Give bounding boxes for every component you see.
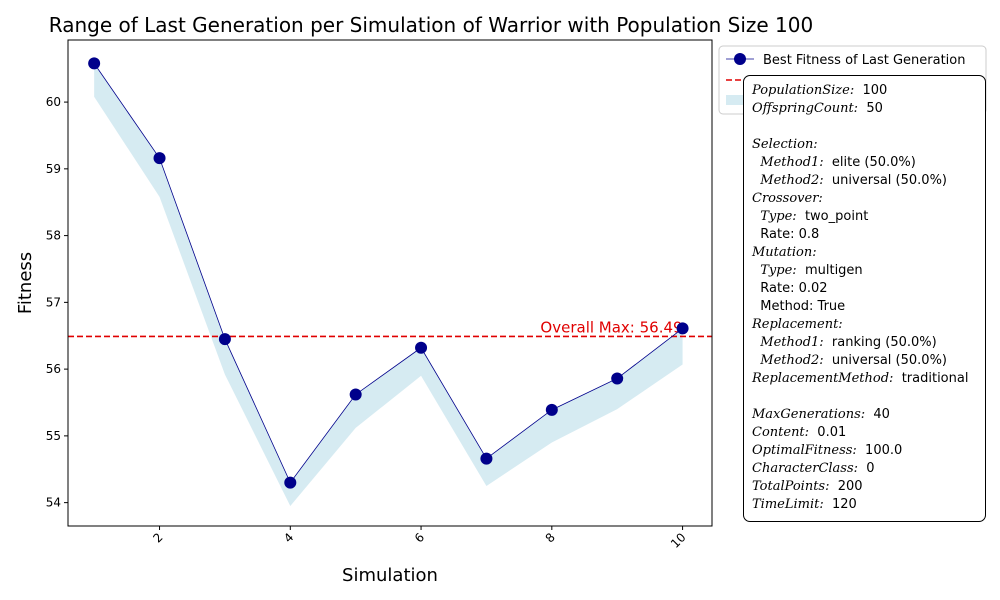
- legend-marker-swatch: [734, 53, 746, 65]
- info-line: OptimalFitness: 100.0: [752, 443, 903, 458]
- chart-title: Range of Last Generation per Simulation …: [49, 13, 813, 37]
- info-line: Content: 0.01: [752, 425, 847, 440]
- data-point: [284, 476, 297, 489]
- info-key: Type:: [760, 263, 797, 278]
- info-key: OptimalFitness:: [752, 443, 857, 458]
- y-tick-label: 60: [46, 95, 61, 109]
- plot-frame: [67, 39, 713, 527]
- info-key: Crossover:: [752, 191, 823, 206]
- data-point: [218, 333, 231, 346]
- data-point: [88, 57, 101, 70]
- data-point: [480, 452, 493, 465]
- info-line: Type: multigen: [760, 263, 863, 278]
- data-point: [545, 403, 558, 416]
- x-axis-label: Simulation: [342, 565, 438, 586]
- info-line: MaxGenerations: 40: [752, 407, 890, 422]
- info-line: ReplacementMethod: traditional: [752, 371, 969, 386]
- info-line: Method: True: [760, 299, 846, 314]
- info-line: Rate: 0.02: [760, 281, 828, 296]
- x-tick-label: 2: [150, 530, 165, 545]
- info-key: Method2:: [760, 353, 824, 368]
- y-tick-label: 54: [46, 496, 61, 510]
- info-line: Method2: universal (50.0%): [760, 353, 947, 368]
- info-key: Mutation:: [752, 245, 817, 260]
- x-tick-label: 4: [281, 530, 296, 545]
- series-line: [93, 63, 683, 484]
- info-line: Rate: 0.8: [760, 227, 820, 242]
- x-tick-label: 8: [543, 530, 558, 545]
- legend-band-swatch: [726, 95, 754, 105]
- info-line: TotalPoints: 200: [752, 479, 863, 494]
- info-line: Method2: universal (50.0%): [760, 173, 947, 188]
- data-point: [415, 341, 428, 354]
- info-blank-line: [752, 118, 977, 136]
- range-band: [94, 63, 683, 506]
- overall-max-label: Overall Max: 56.49: [540, 318, 682, 336]
- info-line: PopulationSize: 100: [752, 83, 888, 98]
- x-tick-label: 10: [668, 530, 689, 551]
- y-axis-label: Fitness: [15, 252, 36, 314]
- info-line: CharacterClass: 0: [752, 461, 875, 476]
- info-line: Mutation:: [752, 244, 977, 262]
- info-line: Crossover:: [752, 190, 977, 208]
- info-key: TotalPoints:: [752, 479, 830, 494]
- info-key: Selection:: [752, 137, 818, 152]
- info-line: Type: two_point: [760, 209, 869, 224]
- info-line: Selection:: [752, 136, 977, 154]
- data-point: [611, 372, 624, 385]
- info-key: TimeLimit:: [752, 497, 824, 512]
- info-key: Method1:: [760, 335, 824, 350]
- info-line: TimeLimit: 120: [752, 497, 857, 512]
- y-tick-label: 58: [46, 229, 61, 243]
- info-line: Method1: ranking (50.0%): [760, 335, 937, 350]
- info-key: ReplacementMethod:: [752, 371, 894, 386]
- info-line: Replacement:: [752, 316, 977, 334]
- data-point: [676, 322, 689, 335]
- info-key: Method1:: [760, 155, 824, 170]
- y-tick-label: 59: [46, 162, 61, 176]
- legend-label: Best Fitness of Last Generation: [763, 53, 965, 68]
- info-key: Type:: [760, 209, 797, 224]
- y-tick-label: 56: [46, 362, 61, 376]
- info-key: MaxGenerations:: [752, 407, 866, 422]
- info-key: OffspringCount:: [752, 101, 859, 116]
- parameters-box: PopulationSize: 100 OffspringCount: 50 Sel…: [743, 75, 986, 522]
- data-point: [153, 152, 166, 165]
- x-tick-label: 6: [412, 530, 427, 545]
- info-key: Replacement:: [752, 317, 843, 332]
- info-key: CharacterClass:: [752, 461, 859, 476]
- info-key: PopulationSize:: [752, 83, 855, 98]
- info-blank-line: [752, 388, 977, 406]
- info-line: Method1: elite (50.0%): [760, 155, 916, 170]
- info-key: Method2:: [760, 173, 824, 188]
- data-point: [349, 388, 362, 401]
- y-tick-label: 57: [46, 295, 61, 309]
- y-tick-label: 55: [46, 429, 61, 443]
- info-line: OffspringCount: 50: [752, 101, 883, 116]
- info-key: Content:: [752, 425, 810, 440]
